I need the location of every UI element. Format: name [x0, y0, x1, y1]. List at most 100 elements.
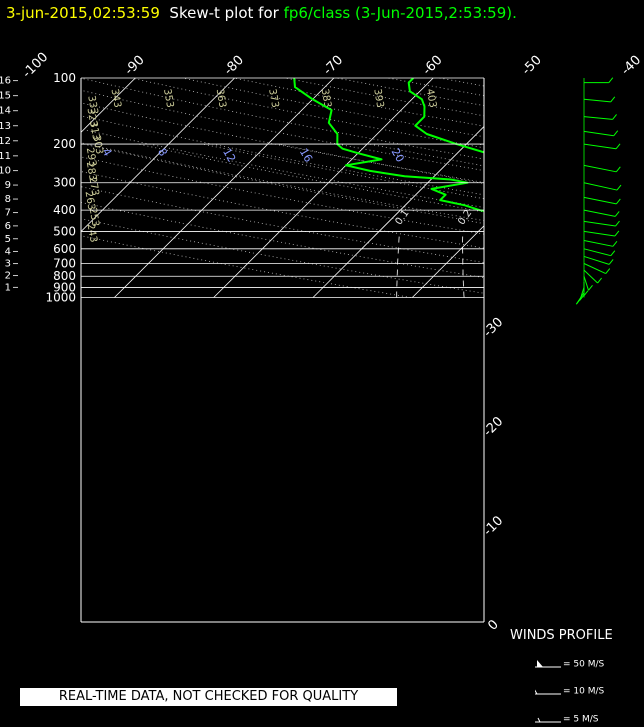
- wind-barb-feather: [583, 290, 589, 296]
- wind-legend-5-label: = 5 M/S: [563, 714, 599, 725]
- wind-barb-feather: [608, 259, 614, 265]
- dry-adiabat-line: [285, 78, 484, 117]
- wind-barb: [583, 255, 610, 265]
- dry-adiabat-label: 373: [266, 88, 280, 109]
- wind-barb-feather: [597, 277, 602, 284]
- pressure-tick-label: 500: [53, 224, 76, 238]
- dry-adiabat-label: 393: [371, 88, 385, 109]
- wind-barb-feather: [615, 198, 621, 205]
- wind-barb-feather: [615, 143, 621, 150]
- mixing-ratio-label: 0.1: [393, 208, 411, 227]
- wind-legend-50: = 50 M/S: [535, 659, 604, 670]
- dry-adiabat-label: 353: [161, 88, 175, 109]
- chart-title: 3-jun-2015,02:53:59 Skew-t plot for fp6/…: [6, 4, 517, 22]
- wind-barb: [579, 287, 585, 301]
- wind-barb: [583, 116, 613, 120]
- title-source: fp6/class: [283, 4, 351, 22]
- moist-adiabat-label: 20: [388, 146, 406, 165]
- dry-adiabat-label: 253: [87, 207, 101, 228]
- wind-barb: [583, 209, 616, 217]
- moist-adiabat-label: 12: [220, 146, 238, 165]
- wind-legend-50-label: = 50 M/S: [563, 659, 605, 670]
- wind-barb-feather: [579, 294, 585, 301]
- pressure-tick-label: 700: [53, 256, 76, 270]
- wind-barb-feather: [608, 77, 614, 83]
- pressure-tick-label: 400: [53, 203, 76, 217]
- temperature-trace: [407, 78, 484, 154]
- right-temp-tick-label: -10: [481, 513, 507, 539]
- mixing-ratio-label: 0.4: [523, 208, 541, 227]
- isotherm-line: [213, 78, 434, 298]
- height-km-label: 9: [5, 180, 11, 191]
- wind-barb-feather: [616, 184, 622, 191]
- wind-barb: [583, 164, 617, 173]
- wind-barb: [583, 230, 615, 237]
- wind-barb: [583, 248, 611, 257]
- isotherm-line: [611, 78, 644, 298]
- dry-adiabat-line: [182, 78, 484, 138]
- dry-adiabat-label: 243: [85, 223, 99, 244]
- moist-adiabat-label: 8: [155, 146, 170, 159]
- dry-adiabat-label: 313: [87, 121, 101, 142]
- wind-barb-feather: [605, 268, 611, 274]
- dry-adiabat-line: [81, 89, 484, 171]
- isotherm-line: [114, 78, 335, 298]
- pressure-tick-label: 200: [53, 137, 76, 151]
- moist-adiabat-line: [602, 144, 644, 297]
- dry-adiabat-label: 283: [84, 161, 98, 182]
- dry-adiabat-label: 343: [109, 88, 123, 109]
- wind-barb: [583, 240, 614, 247]
- mixing-ratio-label: 1.0: [619, 208, 637, 227]
- top-temp-tick-label: -40: [619, 53, 644, 79]
- isotherm-line: [312, 125, 484, 298]
- height-km-label: 12: [0, 136, 11, 147]
- height-km-label: 13: [0, 121, 11, 132]
- dry-adiabat-label: 383: [319, 88, 333, 109]
- height-km-label: 4: [5, 246, 11, 257]
- height-km-label: 1: [5, 282, 11, 293]
- wind-barb: [583, 130, 614, 137]
- dry-adiabat-line: [542, 78, 644, 298]
- isotherm-line: [512, 78, 644, 298]
- dry-adiabat-label: 303: [90, 135, 104, 156]
- title-date: 3-jun-2015,02:53:59: [6, 4, 160, 22]
- wind-barb: [583, 143, 617, 150]
- moist-adiabat-line: [202, 143, 484, 200]
- wind-barb-feather: [613, 130, 619, 137]
- top-temp-tick-label: -50: [519, 53, 545, 79]
- wind-barb: [583, 182, 618, 191]
- mixing-ratio-line: [530, 231, 536, 297]
- pressure-tick-label: 800: [53, 269, 76, 283]
- top-temp-tick-label: -100: [20, 50, 51, 81]
- wind-barb: [583, 263, 606, 274]
- dry-adiabat-label: 403: [424, 88, 438, 109]
- dry-adiabat-label: 263: [83, 190, 97, 211]
- height-km-label: 11: [0, 151, 11, 162]
- wind-barb-feather: [588, 284, 593, 291]
- top-temp-tick-label: -90: [122, 53, 148, 79]
- height-km-label: 15: [0, 91, 11, 102]
- wind-barb-feather: [612, 114, 617, 120]
- wind-barb-feather: [614, 211, 620, 217]
- isotherm-line: [412, 225, 484, 298]
- pressure-tick-label: 900: [53, 280, 76, 294]
- wind-barb-feather: [615, 166, 621, 173]
- moist-adiabat-line: [369, 143, 484, 167]
- right-temp-tick-label: 0: [485, 617, 501, 633]
- wind-barb-feather: [610, 96, 616, 103]
- wind-barb: [583, 220, 616, 227]
- height-km-label: 7: [5, 208, 11, 219]
- dry-adiabat-label: 323: [85, 107, 99, 128]
- moist-adiabat-line: [138, 143, 484, 213]
- mixing-ratio-line: [396, 231, 400, 298]
- moist-adiabat-label: 28: [619, 146, 637, 165]
- wind-barb: [583, 196, 617, 205]
- height-km-label: 10: [0, 166, 11, 177]
- height-km-label: 14: [0, 106, 11, 117]
- dry-adiabat-label: 363: [214, 88, 228, 109]
- top-temp-tick-label: -70: [321, 53, 347, 79]
- wind-barb-feather: [614, 230, 620, 237]
- dry-adiabat-line: [336, 78, 484, 107]
- pressure-tick-label: 600: [53, 242, 76, 256]
